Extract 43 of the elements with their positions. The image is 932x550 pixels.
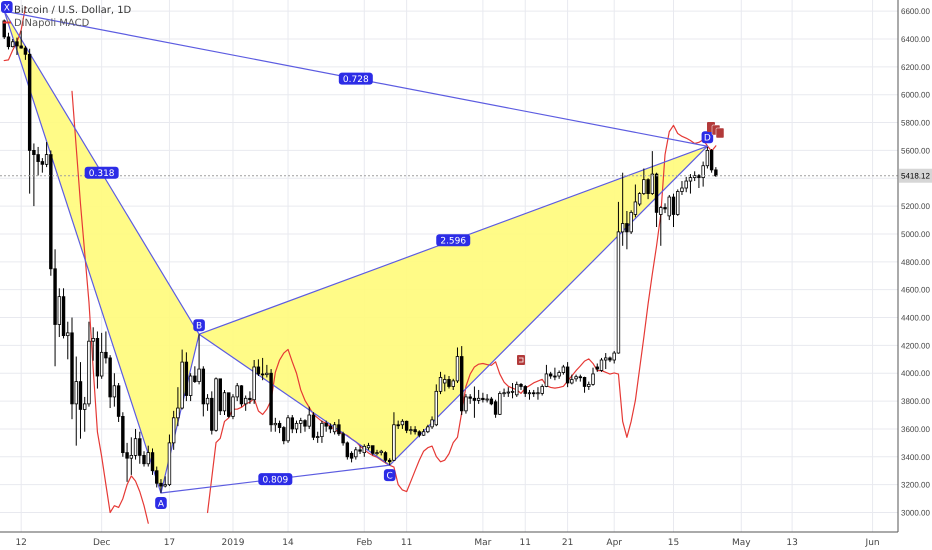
x-tick-label: 17 bbox=[164, 538, 176, 548]
x-tick-label: 21 bbox=[562, 538, 574, 548]
y-tick-label: 5000.00 bbox=[901, 230, 930, 239]
x-tick-label: Apr bbox=[606, 538, 622, 548]
y-tick-label: 4200.00 bbox=[901, 341, 930, 350]
y-tick-label: 6600.00 bbox=[901, 7, 930, 16]
x-tick-label: 2019 bbox=[222, 538, 245, 548]
annotation: X bbox=[4, 4, 10, 14]
y-tick-label: 4000.00 bbox=[901, 369, 930, 378]
annotation: A bbox=[158, 500, 165, 510]
annotation: 0.728 bbox=[342, 75, 369, 86]
x-tick-label: May bbox=[732, 538, 752, 548]
y-tick-label: 5600.00 bbox=[901, 146, 930, 156]
y-tick-label: 5800.00 bbox=[901, 118, 930, 128]
x-tick-label: 11 bbox=[400, 538, 412, 548]
y-tick-label: 4800.00 bbox=[901, 258, 930, 267]
y-tick-label: 3200.00 bbox=[901, 480, 930, 490]
y-tick-label: 6000.00 bbox=[901, 90, 930, 100]
x-tick-label: Dec bbox=[92, 538, 110, 548]
x-tick-label: 11 bbox=[520, 538, 531, 548]
y-tick-label: 3600.00 bbox=[901, 424, 930, 434]
y-tick-label: 4600.00 bbox=[901, 286, 930, 295]
annotation: B bbox=[196, 322, 202, 332]
y-tick-label: 6200.00 bbox=[901, 62, 930, 72]
x-tick-label: Jun bbox=[864, 538, 880, 548]
y-tick-label: 6400.00 bbox=[901, 34, 930, 44]
x-tick-label: 13 bbox=[786, 538, 798, 548]
x-tick-label: Feb bbox=[356, 538, 373, 548]
x-tick-label: 15 bbox=[668, 538, 680, 548]
annotation: 0.809 bbox=[262, 476, 288, 486]
y-tick-label: 3800.00 bbox=[901, 397, 930, 406]
x-tick-label: 14 bbox=[282, 538, 294, 548]
y-tick-label: 3400.00 bbox=[901, 452, 930, 462]
annotation: 0.318 bbox=[88, 169, 115, 180]
annotation: D bbox=[704, 134, 711, 144]
y-tick-label: 3000.00 bbox=[901, 508, 930, 518]
annotation: 2.596 bbox=[440, 236, 466, 247]
ref-line-label: 5418.12 bbox=[901, 172, 930, 181]
y-tick-label: 5200.00 bbox=[901, 202, 930, 212]
annotation: C bbox=[386, 472, 393, 482]
x-tick-label: 12 bbox=[15, 538, 27, 548]
x-tick-label: Mar bbox=[474, 538, 492, 548]
y-tick-label: 4400.00 bbox=[901, 314, 930, 323]
